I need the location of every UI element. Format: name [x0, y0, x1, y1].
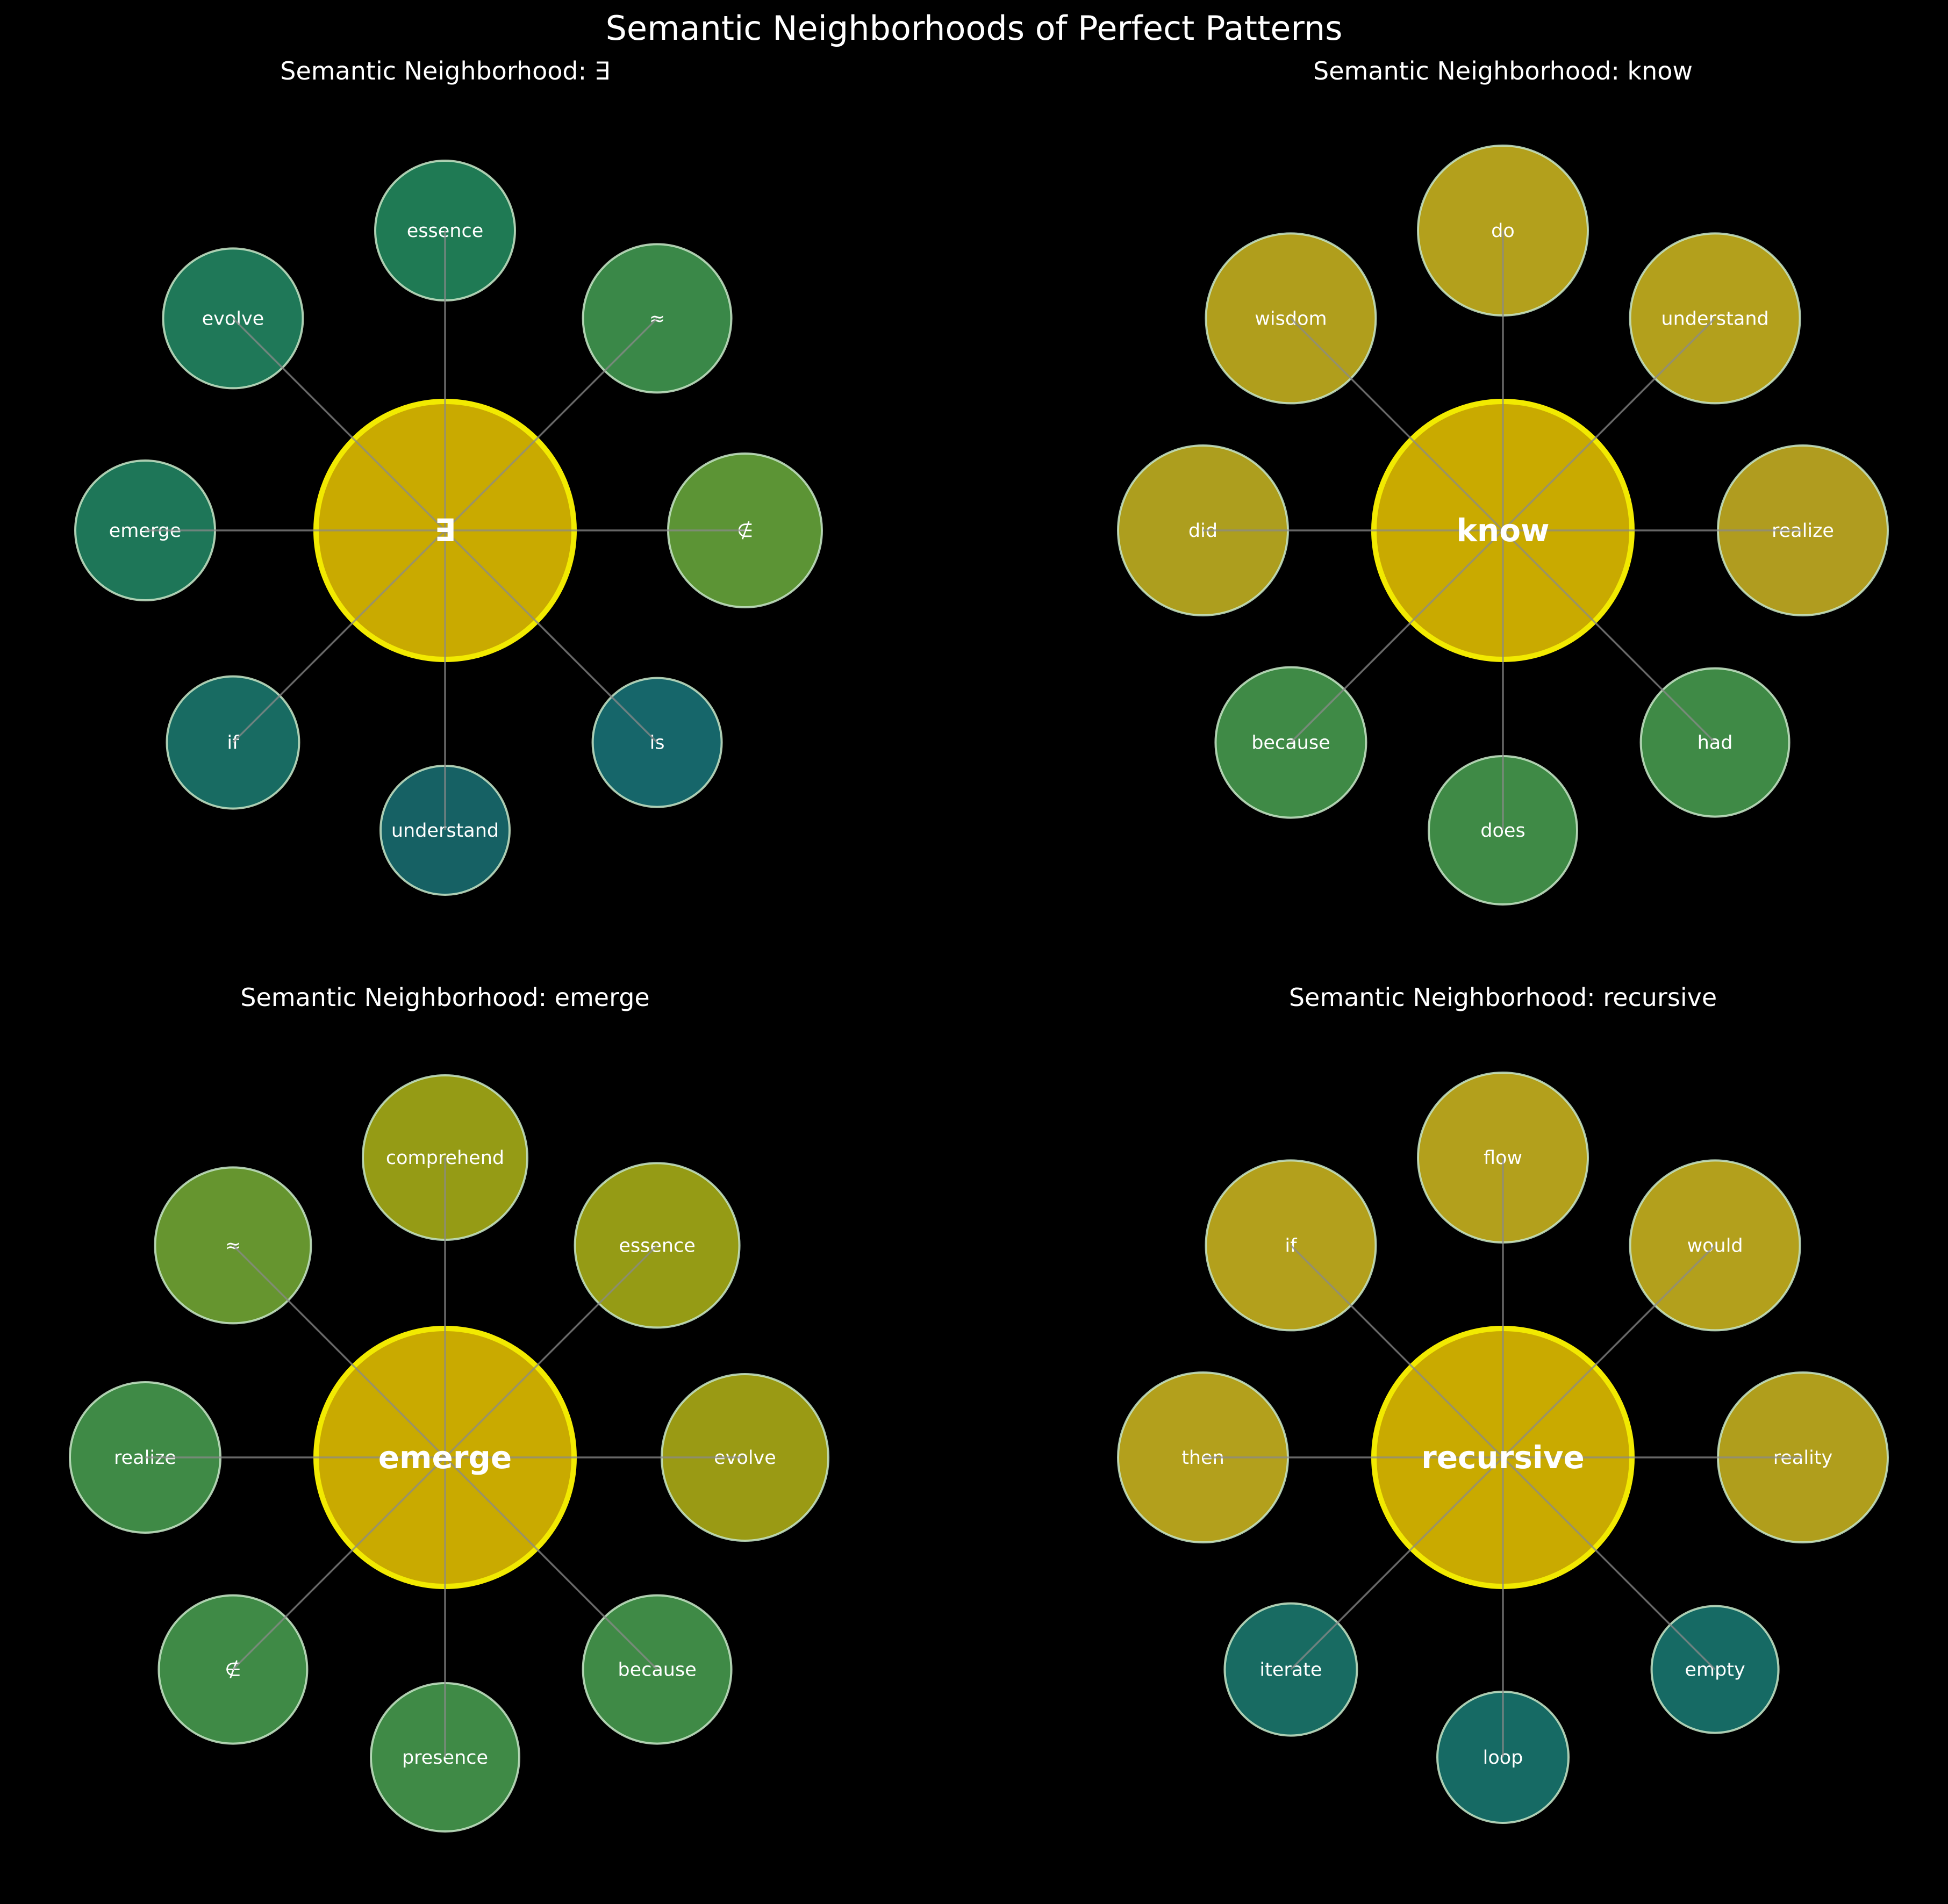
edges: [1203, 1158, 1803, 1757]
edge-line: [1290, 1456, 1504, 1670]
neighbor-label: is: [650, 732, 665, 754]
panels-group: Semantic Neighborhood: ∃essence≈∉isunder…: [69, 56, 1889, 1833]
neighbor-label: because: [1251, 732, 1330, 754]
edges: [1203, 231, 1803, 830]
edge-line: [444, 318, 658, 531]
panel-title: Semantic Neighborhood: emerge: [240, 983, 649, 1012]
center-label: recursive: [1421, 1439, 1585, 1476]
center-label: emerge: [378, 1439, 512, 1476]
edge-line: [232, 529, 446, 743]
neighbor-label: empty: [1685, 1659, 1745, 1681]
edge-line: [1290, 1245, 1504, 1458]
edge-line: [1502, 1456, 1716, 1670]
panel-title: Semantic Neighborhood: know: [1313, 56, 1693, 85]
edge-line: [232, 318, 446, 531]
edge-line: [1502, 1245, 1716, 1458]
edge-line: [444, 1245, 658, 1458]
edge-line: [232, 1245, 446, 1458]
edge-line: [1502, 529, 1716, 743]
center-label: ∃: [434, 512, 456, 549]
panel-title: Semantic Neighborhood: recursive: [1289, 983, 1717, 1012]
edge-line: [1290, 318, 1504, 531]
neighbor-label: if: [227, 732, 239, 754]
neighbor-label: had: [1698, 732, 1733, 754]
neighbor-label: iterate: [1259, 1659, 1322, 1681]
neighbor-label: because: [618, 1659, 696, 1681]
edges: [145, 231, 745, 830]
edge-line: [444, 529, 658, 743]
edges: [145, 1158, 745, 1757]
edge-line: [444, 1456, 658, 1670]
edge-line: [1502, 318, 1716, 531]
edge-line: [232, 1456, 446, 1670]
neighborhood-panel: Semantic Neighborhood: ∃essence≈∉isunder…: [74, 56, 823, 896]
neighborhood-panel: Semantic Neighborhood: knowdounderstandr…: [1117, 56, 1889, 906]
panel-title: Semantic Neighborhood: ∃: [280, 56, 610, 85]
center-label: know: [1456, 512, 1549, 549]
figure-title: Semantic Neighborhoods of Perfect Patter…: [606, 9, 1343, 48]
neighborhood-panel: Semantic Neighborhood: emergecomprehende…: [69, 983, 829, 1833]
neighborhood-panel: Semantic Neighborhood: recursiveflowwoul…: [1117, 983, 1889, 1824]
edge-line: [1290, 529, 1504, 743]
